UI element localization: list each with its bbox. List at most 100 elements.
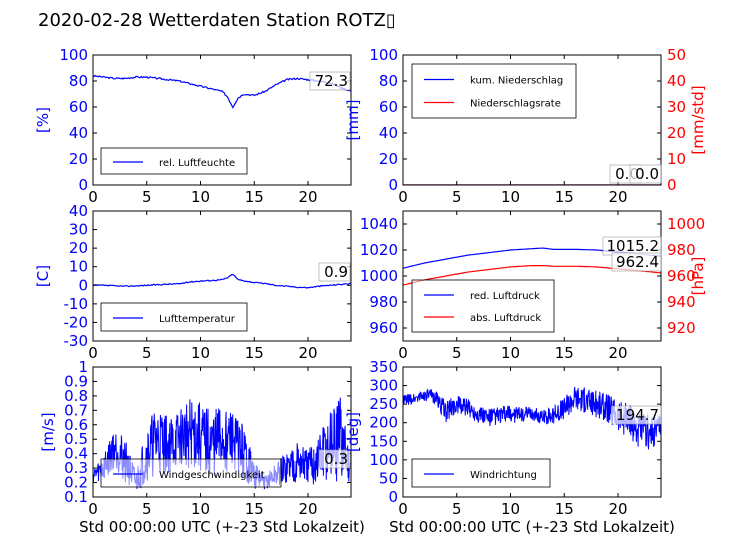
y-axis-label: [deg] xyxy=(344,412,362,452)
chart-windspeed: 0 5 10 15 200.10.20.30.40.50.60.70.80.91[m/s… xyxy=(39,358,365,536)
legend: Windrichtung xyxy=(411,458,551,488)
legend-label: red. Luftdruck xyxy=(470,291,540,302)
y-tick-label: 0 xyxy=(78,276,88,294)
y-tick-label: 80 xyxy=(379,72,398,90)
y-tick-label: 20 xyxy=(379,150,398,168)
legend-label: Lufttemperatur xyxy=(159,314,236,325)
x-tick-label: 10 xyxy=(191,500,210,518)
value-annotation: 1015.2 xyxy=(607,237,660,255)
series-line-temperature-0 xyxy=(93,274,351,289)
legend-label: kum. Niederschlag xyxy=(470,76,563,87)
y-tick-label: 0.3 xyxy=(64,459,88,477)
y-tick-label: -20 xyxy=(64,313,89,331)
y-tick-label: 20 xyxy=(69,239,88,257)
x-tick-label: 0 xyxy=(88,344,98,362)
chart-humidity: 0 5 10 15 20 0 20 40 60 80 100 [%] rel. Luftfeuchte 7… xyxy=(34,46,352,206)
legend: Windgeschwindigkeit xyxy=(100,458,282,488)
value-annotation: 0.9 xyxy=(324,263,348,281)
y-tick-label: 0 xyxy=(78,176,88,194)
y-tick-label: 150 xyxy=(369,432,398,450)
legend-box xyxy=(411,458,551,488)
legend-box xyxy=(100,302,248,332)
y-tick-label: 250 xyxy=(369,395,398,413)
x-tick-label: 10 xyxy=(191,188,210,206)
y-tick-label-right: 50 xyxy=(667,46,686,64)
y-tick-label: 0.4 xyxy=(64,445,88,463)
legend: rel. Luftfeuchte xyxy=(100,147,248,175)
x-tick-label: 0 xyxy=(398,344,408,362)
value-annotation-box xyxy=(611,252,662,272)
value-annotation: 194.7 xyxy=(616,406,659,424)
x-tick-label: 0 xyxy=(398,500,408,518)
value-annotation: 0.3 xyxy=(324,450,348,468)
legend-box xyxy=(100,147,248,175)
x-tick-label: 5 xyxy=(452,344,462,362)
y-tick-label: 0.1 xyxy=(64,488,88,506)
legend-label: Niederschlagsrate xyxy=(470,99,561,110)
x-tick-label: 20 xyxy=(608,500,627,518)
y-tick-label: -30 xyxy=(64,332,89,350)
y-tick-label: -10 xyxy=(64,295,89,313)
x-tick-label: 5 xyxy=(142,500,152,518)
x-tick-label: 20 xyxy=(298,500,317,518)
x-tick-label: 15 xyxy=(555,344,574,362)
y-tick-label: 0 xyxy=(388,488,398,506)
x-tick-label: 0 xyxy=(88,188,98,206)
plot-frame xyxy=(92,54,352,186)
x-tick-label: 0 xyxy=(88,500,98,518)
value-annotation-box xyxy=(309,71,351,91)
legend-label: abs. Luftdruck xyxy=(470,313,541,324)
legend-box xyxy=(411,63,577,119)
y-tick-label-right: 30 xyxy=(667,98,686,116)
plot-frame xyxy=(402,366,662,498)
y-tick-label: 10 xyxy=(69,258,88,276)
y-tick-label: 0.9 xyxy=(64,372,88,390)
x-tick-label: 10 xyxy=(501,344,520,362)
y-tick-label: 30 xyxy=(69,221,88,239)
y-tick-label: 1000 xyxy=(360,267,398,285)
y-tick-label: 0.7 xyxy=(64,401,88,419)
x-tick-label: 5 xyxy=(142,344,152,362)
value-annotation-box xyxy=(318,262,351,282)
legend-label: Windgeschwindigkeit xyxy=(159,470,265,481)
y-tick-label-right: 20 xyxy=(667,124,686,142)
y-tick-label: 0.6 xyxy=(64,416,88,434)
legend: kum. Niederschlag Niederschlagsrate xyxy=(411,63,577,119)
plot-frame xyxy=(92,366,352,498)
y-tick-label: 100 xyxy=(369,451,398,469)
x-tick-label: 20 xyxy=(298,188,317,206)
y-tick-label: 0 xyxy=(388,176,398,194)
value-annotation: 962.4 xyxy=(616,253,659,271)
chart-precipitation: 0 5 10 15 20 0 20 40 60 80 100 0 10 20 30 40 50 [mm] [mm/s… xyxy=(344,46,707,206)
chart-pressure: 0 5 10 15 20 960 980 1000 1020 1040 920 940 960 980 10… xyxy=(360,210,707,362)
value-annotation: 0.0 xyxy=(635,165,659,183)
series-line-humidity-0 xyxy=(93,74,351,109)
x-tick-label: 10 xyxy=(191,344,210,362)
y-tick-label-right: 980 xyxy=(667,241,696,259)
x-tick-label: 15 xyxy=(245,500,264,518)
value-annotation: 72.3 xyxy=(315,72,348,90)
y-tick-label-right: 960 xyxy=(667,267,696,285)
y-axis-label-right: [mm/std] xyxy=(689,85,707,154)
y-tick-label: 20 xyxy=(69,150,88,168)
x-tick-label: 10 xyxy=(501,500,520,518)
y-tick-label-right: 0 xyxy=(667,176,677,194)
y-tick-label-right: 40 xyxy=(667,72,686,90)
y-axis-label: [mm] xyxy=(344,100,362,141)
y-tick-label: 80 xyxy=(69,72,88,90)
y-axis-label-right: [hPa] xyxy=(689,257,707,296)
y-tick-label-right: 920 xyxy=(667,319,696,337)
y-tick-label: 100 xyxy=(369,46,398,64)
x-tick-label: 5 xyxy=(452,500,462,518)
y-tick-label: 1020 xyxy=(360,241,398,259)
y-tick-label: 980 xyxy=(369,293,398,311)
y-tick-label: 350 xyxy=(369,358,398,376)
x-tick-label: 15 xyxy=(245,188,264,206)
y-tick-label: 40 xyxy=(379,124,398,142)
legend-label: rel. Luftfeuchte xyxy=(159,158,235,169)
x-axis-label: Std 00:00:00 UTC (+-23 Std Lokalzeit) xyxy=(389,518,675,536)
figure-title: 2020-02-28 Wetterdaten Station ROTZ▯ xyxy=(38,10,396,31)
legend-box xyxy=(411,279,555,333)
